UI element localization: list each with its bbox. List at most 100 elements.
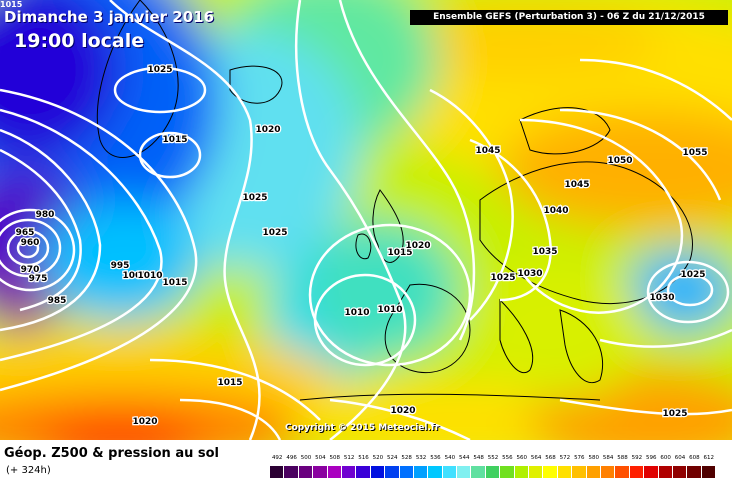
isobar-label: 1010 [137, 271, 162, 281]
legend-swatch [543, 466, 558, 478]
legend-tick-label: 492 [271, 455, 283, 461]
legend-swatch [385, 466, 400, 478]
legend-swatch [270, 466, 285, 478]
isobar-labels: 1025101510201025102598096596097097598599… [14, 64, 708, 429]
legend-swatch [485, 466, 501, 478]
legend-tick-label: 508 [329, 455, 340, 461]
copyright-text: Copyright © 2015 Meteociel.fr [285, 423, 440, 433]
color-legend: 492 496 500 504 508 512 516 520 524 528 532 536 540 5… [270, 455, 717, 478]
legend-tick-label: 528 [401, 455, 412, 461]
legend-swatch [572, 466, 587, 478]
legend-swatch [413, 466, 429, 478]
legend-swatch [629, 466, 645, 478]
legend-swatch [457, 466, 472, 478]
legend-swatch [514, 466, 530, 478]
legend-tick-label: 572 [559, 455, 571, 461]
legend-tick-label: 536 [430, 455, 441, 461]
legend-tick-label: 500 [300, 455, 312, 461]
isobar-label: 1020 [132, 417, 157, 427]
legend-swatch [399, 466, 414, 478]
legend-swatch [586, 466, 601, 478]
isobar-label: 1015 [162, 135, 187, 145]
parameter-title: Géop. Z500 & pression au sol [4, 446, 219, 461]
isobar-label: 1030 [517, 269, 542, 279]
legend-swatch [658, 466, 673, 478]
legend-tick-label: 520 [372, 455, 384, 461]
corner-isobar-value: 1015 [0, 0, 23, 9]
legend-tick-label: 548 [473, 455, 484, 461]
legend-swatch [370, 466, 386, 478]
legend-tick-label: 512 [343, 455, 355, 461]
isobar-label: 970 [21, 265, 40, 275]
legend-tick-label: 564 [530, 455, 542, 461]
isobar-lines [0, 0, 732, 440]
legend-tick-label: 604 [674, 455, 686, 461]
isobar-label: 995 [111, 261, 130, 271]
legend-tick-label: 504 [315, 455, 326, 461]
legend-swatch [284, 466, 299, 478]
run-info-box: Ensemble GEFS (Perturbation 3) - 06 Z du… [410, 10, 728, 25]
map-canvas: 1025101510201025102598096596097097598599… [0, 0, 732, 440]
geopotential-field [0, 0, 732, 440]
isobar-label: 975 [29, 274, 48, 284]
legend-tick-label: 588 [617, 455, 628, 461]
legend-tick-label: 532 [415, 455, 427, 461]
legend-swatch [356, 466, 371, 478]
isobar-label: 1055 [682, 148, 707, 158]
isobar-label: 1045 [564, 180, 589, 190]
legend-tick-label: 552 [487, 455, 499, 461]
legend-tick-label: 584 [602, 455, 614, 461]
isobar-label: 1025 [490, 273, 515, 283]
isobar-label: 965 [16, 228, 35, 238]
isobar-label: 1025 [680, 270, 705, 280]
legend-tick-label: 612 [703, 455, 715, 461]
legend-swatch [600, 466, 616, 478]
legend-tick-label: 596 [646, 455, 657, 461]
isobar-label: 1025 [262, 228, 287, 238]
forecast-time: 19:00 locale [14, 30, 145, 52]
isobar-label: 1010 [344, 308, 369, 318]
legend-swatch [701, 466, 717, 478]
isobar-label: 1020 [405, 241, 430, 251]
legend-bar [270, 466, 717, 478]
legend-swatch [500, 466, 515, 478]
lead-time: (+ 324h) [6, 465, 51, 476]
legend-tick-label: 540 [444, 455, 456, 461]
isobar-label: 1015 [217, 378, 242, 388]
legend-swatch [442, 466, 458, 478]
legend-tick-label: 524 [387, 455, 398, 461]
isobar-label: 1045 [475, 146, 500, 156]
isobar-label: 1025 [147, 65, 172, 75]
isobar-label: 1010 [377, 305, 402, 315]
isobar-label: 1040 [543, 206, 568, 216]
isobar-label: 1015 [162, 278, 187, 288]
legend-tick-label: 568 [545, 455, 556, 461]
legend-swatch [313, 466, 328, 478]
forecast-date: Dimanche 3 janvier 2016 [4, 8, 215, 26]
isobar-label: 1005 [122, 271, 147, 281]
isobar-label: 980 [36, 210, 55, 220]
isobar-label: 1025 [242, 193, 267, 203]
isobar-label: 1015 [387, 248, 412, 258]
legend-swatch [672, 466, 688, 478]
legend-tick-label: 600 [660, 455, 671, 461]
legend-tick-label: 608 [689, 455, 700, 461]
legend-tick-label: 576 [574, 455, 585, 461]
legend-swatch [687, 466, 702, 478]
isobar-label: 1025 [662, 409, 687, 419]
isobar-label: 1020 [390, 406, 415, 416]
legend-tick-label: 592 [631, 455, 643, 461]
legend-tick-label: 580 [588, 455, 599, 461]
forecast-map: 1025 1015 1020 1025 1025 980 965 960 970 975 985 99… [0, 0, 732, 440]
legend-ticks: 492 496 500 504 508 512 516 520 524 528 532 536 540 5… [270, 455, 716, 464]
legend-tick-label: 560 [516, 455, 528, 461]
legend-swatch [529, 466, 544, 478]
isobar-label: 1020 [255, 125, 280, 135]
legend-swatch [298, 466, 314, 478]
legend-swatch [615, 466, 630, 478]
legend-tick-label: 516 [358, 455, 369, 461]
legend-swatch [644, 466, 659, 478]
isobar-label: 1035 [532, 247, 557, 257]
legend-swatch [471, 466, 486, 478]
legend-swatch [341, 466, 357, 478]
